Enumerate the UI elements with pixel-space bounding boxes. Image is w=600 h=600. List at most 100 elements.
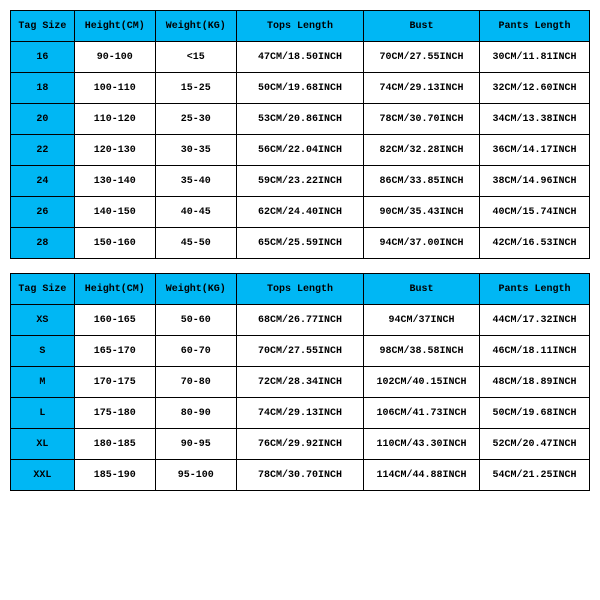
- header-row: Tag Size Height(CM) Weight(KG) Tops Leng…: [11, 274, 590, 305]
- table-row: S165-17060-7070CM/27.55INCH98CM/38.58INC…: [11, 336, 590, 367]
- pants-cell: 30CM/11.81INCH: [479, 42, 589, 73]
- header-row: Tag Size Height(CM) Weight(KG) Tops Leng…: [11, 11, 590, 42]
- table-row: XS160-16550-6068CM/26.77INCH94CM/37INCH4…: [11, 305, 590, 336]
- col-tops: Tops Length: [236, 274, 363, 305]
- table-row: 18100-11015-2550CM/19.68INCH74CM/29.13IN…: [11, 73, 590, 104]
- pants-cell: 36CM/14.17INCH: [479, 135, 589, 166]
- tops-cell: 70CM/27.55INCH: [236, 336, 363, 367]
- height-cell: 150-160: [74, 228, 155, 259]
- pants-cell: 42CM/16.53INCH: [479, 228, 589, 259]
- weight-cell: 15-25: [155, 73, 236, 104]
- tag-cell: 16: [11, 42, 75, 73]
- bust-cell: 78CM/30.70INCH: [364, 104, 480, 135]
- pants-cell: 38CM/14.96INCH: [479, 166, 589, 197]
- pants-cell: 48CM/18.89INCH: [479, 367, 589, 398]
- weight-cell: 95-100: [155, 460, 236, 491]
- table-row: XL180-18590-9576CM/29.92INCH110CM/43.30I…: [11, 429, 590, 460]
- col-pants: Pants Length: [479, 11, 589, 42]
- table-row: 22120-13030-3556CM/22.04INCH82CM/32.28IN…: [11, 135, 590, 166]
- weight-cell: 80-90: [155, 398, 236, 429]
- weight-cell: 25-30: [155, 104, 236, 135]
- tag-cell: M: [11, 367, 75, 398]
- bust-cell: 114CM/44.88INCH: [364, 460, 480, 491]
- tag-cell: L: [11, 398, 75, 429]
- height-cell: 170-175: [74, 367, 155, 398]
- bust-cell: 98CM/38.58INCH: [364, 336, 480, 367]
- height-cell: 130-140: [74, 166, 155, 197]
- tag-cell: XXL: [11, 460, 75, 491]
- height-cell: 160-165: [74, 305, 155, 336]
- bust-cell: 106CM/41.73INCH: [364, 398, 480, 429]
- tag-cell: 20: [11, 104, 75, 135]
- tag-cell: 28: [11, 228, 75, 259]
- tops-cell: 74CM/29.13INCH: [236, 398, 363, 429]
- pants-cell: 52CM/20.47INCH: [479, 429, 589, 460]
- col-pants: Pants Length: [479, 274, 589, 305]
- tops-cell: 62CM/24.40INCH: [236, 197, 363, 228]
- bust-cell: 110CM/43.30INCH: [364, 429, 480, 460]
- weight-cell: 50-60: [155, 305, 236, 336]
- col-weight: Weight(KG): [155, 11, 236, 42]
- tops-cell: 47CM/18.50INCH: [236, 42, 363, 73]
- tag-cell: XL: [11, 429, 75, 460]
- table-row: XXL185-19095-10078CM/30.70INCH114CM/44.8…: [11, 460, 590, 491]
- tag-cell: 22: [11, 135, 75, 166]
- height-cell: 165-170: [74, 336, 155, 367]
- col-tag: Tag Size: [11, 274, 75, 305]
- col-weight: Weight(KG): [155, 274, 236, 305]
- height-cell: 175-180: [74, 398, 155, 429]
- tops-cell: 56CM/22.04INCH: [236, 135, 363, 166]
- height-cell: 185-190: [74, 460, 155, 491]
- col-height: Height(CM): [74, 11, 155, 42]
- size-table-adult: Tag Size Height(CM) Weight(KG) Tops Leng…: [10, 273, 590, 491]
- tops-cell: 78CM/30.70INCH: [236, 460, 363, 491]
- weight-cell: 35-40: [155, 166, 236, 197]
- col-tops: Tops Length: [236, 11, 363, 42]
- pants-cell: 32CM/12.60INCH: [479, 73, 589, 104]
- bust-cell: 86CM/33.85INCH: [364, 166, 480, 197]
- bust-cell: 70CM/27.55INCH: [364, 42, 480, 73]
- bust-cell: 90CM/35.43INCH: [364, 197, 480, 228]
- tops-cell: 65CM/25.59INCH: [236, 228, 363, 259]
- tag-cell: XS: [11, 305, 75, 336]
- col-height: Height(CM): [74, 274, 155, 305]
- pants-cell: 44CM/17.32INCH: [479, 305, 589, 336]
- bust-cell: 74CM/29.13INCH: [364, 73, 480, 104]
- height-cell: 100-110: [74, 73, 155, 104]
- weight-cell: 40-45: [155, 197, 236, 228]
- pants-cell: 46CM/18.11INCH: [479, 336, 589, 367]
- table-row: 20110-12025-3053CM/20.86INCH78CM/30.70IN…: [11, 104, 590, 135]
- weight-cell: <15: [155, 42, 236, 73]
- table-row: 26140-15040-4562CM/24.40INCH90CM/35.43IN…: [11, 197, 590, 228]
- col-bust: Bust: [364, 274, 480, 305]
- weight-cell: 30-35: [155, 135, 236, 166]
- height-cell: 90-100: [74, 42, 155, 73]
- weight-cell: 45-50: [155, 228, 236, 259]
- tops-cell: 50CM/19.68INCH: [236, 73, 363, 104]
- weight-cell: 70-80: [155, 367, 236, 398]
- pants-cell: 54CM/21.25INCH: [479, 460, 589, 491]
- weight-cell: 90-95: [155, 429, 236, 460]
- tag-cell: S: [11, 336, 75, 367]
- table-row: L175-18080-9074CM/29.13INCH106CM/41.73IN…: [11, 398, 590, 429]
- tops-cell: 76CM/29.92INCH: [236, 429, 363, 460]
- table-row: M170-17570-8072CM/28.34INCH102CM/40.15IN…: [11, 367, 590, 398]
- col-tag: Tag Size: [11, 11, 75, 42]
- tops-cell: 59CM/23.22INCH: [236, 166, 363, 197]
- tops-cell: 72CM/28.34INCH: [236, 367, 363, 398]
- height-cell: 140-150: [74, 197, 155, 228]
- tops-cell: 53CM/20.86INCH: [236, 104, 363, 135]
- weight-cell: 60-70: [155, 336, 236, 367]
- pants-cell: 50CM/19.68INCH: [479, 398, 589, 429]
- bust-cell: 82CM/32.28INCH: [364, 135, 480, 166]
- bust-cell: 94CM/37.00INCH: [364, 228, 480, 259]
- bust-cell: 102CM/40.15INCH: [364, 367, 480, 398]
- pants-cell: 34CM/13.38INCH: [479, 104, 589, 135]
- height-cell: 120-130: [74, 135, 155, 166]
- tops-cell: 68CM/26.77INCH: [236, 305, 363, 336]
- tag-cell: 24: [11, 166, 75, 197]
- pants-cell: 40CM/15.74INCH: [479, 197, 589, 228]
- tag-cell: 18: [11, 73, 75, 104]
- height-cell: 180-185: [74, 429, 155, 460]
- bust-cell: 94CM/37INCH: [364, 305, 480, 336]
